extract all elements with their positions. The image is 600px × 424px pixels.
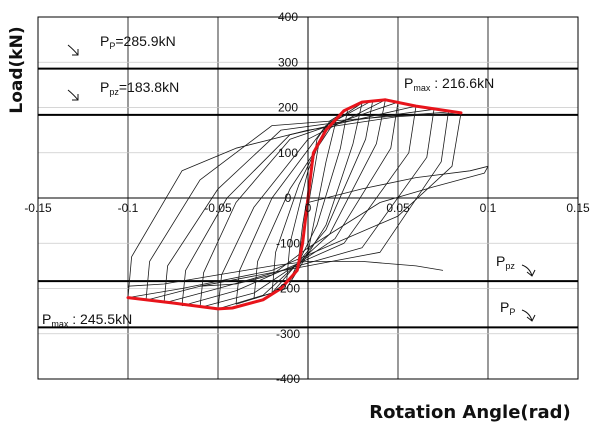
arrow-pp-bottom [521,309,536,322]
label-pp-bottom: PP [500,299,515,317]
y-tick-label: 400 [278,10,298,24]
axes [37,16,579,380]
x-tick-label: -0.1 [118,201,139,215]
hysteresis-loop-13 [127,261,444,287]
x-tick-label: -0.05 [204,201,232,215]
label-ppz-top: Ppz=183.8kN [100,79,179,97]
y-tick-label: -400 [276,372,300,386]
x-tick-label: 0.15 [566,201,590,215]
x-axis-title: Rotation Angle(rad) [369,402,571,423]
x-tick-label: 0.05 [386,201,410,215]
y-axis-title: Load(kN) [7,26,27,113]
y-tick-label: -300 [276,327,300,341]
arrow-ppz-top [67,89,79,101]
x-tick-label: 0 [305,201,312,215]
y-tick-label: 100 [278,146,298,160]
hysteresis-loop-12 [199,165,489,287]
y-tick-label: -100 [276,236,300,250]
y-tick-label: 300 [278,55,298,69]
y-tick-label: -200 [276,282,300,296]
y-tick-label: 200 [278,101,298,115]
x-tick-label: 0.1 [480,201,497,215]
y-tick-label: 0 [285,191,292,205]
envelope-curve [126,98,463,311]
label-ppz-bottom: Ppz [496,253,515,271]
annotation-pmax-negative: Pmax : 245.5kN [42,311,132,329]
envelope-line [126,98,463,311]
label-pp-top: PP=285.9kN [100,33,176,51]
x-tick-label: -0.15 [24,201,52,215]
tick-labels: -0.15 -0.1 -0.05 0 0.05 0.1 0.15 400 300 200 100 0 -… [24,10,590,386]
arrow-pp-top [67,44,79,56]
hysteresis-loop-11 [127,112,462,298]
arrow-ppz-bottom [521,264,536,277]
annotation-pmax-positive: Pmax : 216.6kN [404,75,494,93]
